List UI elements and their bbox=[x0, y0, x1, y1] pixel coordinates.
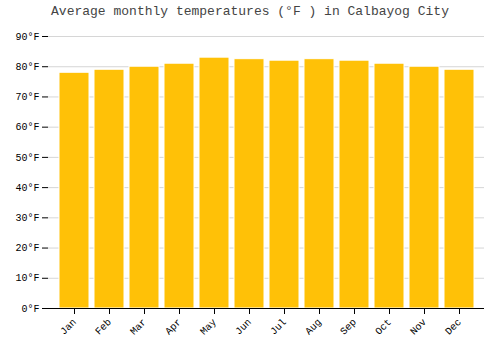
svg-text:0°F: 0°F bbox=[21, 304, 39, 315]
svg-text:May: May bbox=[198, 317, 219, 338]
svg-text:Jan: Jan bbox=[58, 317, 79, 338]
svg-text:60°F: 60°F bbox=[15, 122, 39, 133]
svg-text:Jul: Jul bbox=[268, 317, 289, 338]
svg-text:Aug: Aug bbox=[303, 317, 324, 338]
svg-text:50°F: 50°F bbox=[15, 153, 39, 164]
svg-text:Mar: Mar bbox=[128, 317, 149, 338]
svg-text:30°F: 30°F bbox=[15, 213, 39, 224]
html-text:Average monthly temperatures (: Average monthly temperatures (°F ) in Ca… bbox=[51, 4, 449, 19]
svg-text:20°F: 20°F bbox=[15, 243, 39, 254]
svg-text:Sep: Sep bbox=[338, 317, 359, 338]
svg-text:40°F: 40°F bbox=[15, 183, 39, 194]
svg-text:Oct: Oct bbox=[373, 317, 394, 338]
svg-text:90°F: 90°F bbox=[15, 32, 39, 43]
svg-text:Feb: Feb bbox=[93, 317, 114, 338]
svg-text:80°F: 80°F bbox=[15, 62, 39, 73]
svg-text:70°F: 70°F bbox=[15, 92, 39, 103]
svg-text:Apr: Apr bbox=[163, 317, 184, 338]
svg-text:10°F: 10°F bbox=[15, 273, 39, 284]
svg-text:Jun: Jun bbox=[233, 317, 254, 338]
svg-text:Nov: Nov bbox=[408, 317, 429, 338]
svg-text:Dec: Dec bbox=[443, 317, 464, 338]
